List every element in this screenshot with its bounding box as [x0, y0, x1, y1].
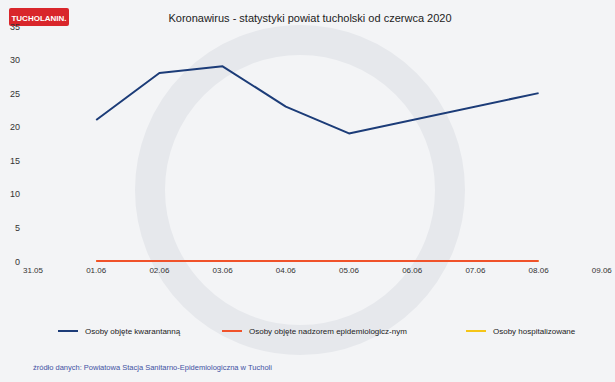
legend-swatch	[222, 330, 242, 332]
y-tick-label: 10	[10, 189, 20, 199]
legend-swatch	[466, 330, 486, 332]
series-line	[96, 66, 538, 133]
x-tick-label: 06.06	[402, 266, 423, 275]
plot-area	[96, 66, 538, 261]
series-line	[96, 260, 538, 262]
legend-label: Osoby objęte kwarantanną	[85, 327, 181, 336]
x-tick-label: 03.06	[213, 266, 234, 275]
x-tick-label: 07.06	[465, 266, 486, 275]
y-tick-label: 25	[10, 89, 20, 99]
y-tick-label: 15	[10, 156, 20, 166]
legend-label: Osoby objęte nadzorem epidemiologicz-nym	[249, 327, 407, 336]
x-tick-label: 02.06	[149, 266, 170, 275]
x-tick-label: 04.06	[276, 266, 297, 275]
y-tick-label: 30	[10, 55, 20, 65]
y-tick-label: 20	[10, 122, 20, 132]
x-tick-label: 31.05	[23, 266, 44, 275]
y-tick-label: 35	[10, 22, 20, 32]
legend-swatch	[58, 330, 78, 332]
decoration	[150, 40, 450, 340]
y-tick-label: 5	[15, 223, 20, 233]
title: Koronawirus - statystyki powiat tucholsk…	[168, 12, 451, 24]
chart: TUCHOLANIN.Koronawirus - statystyki powi…	[0, 0, 615, 382]
y-tick-label: 0	[15, 257, 20, 267]
legend-label: Osoby hospitalizowane	[493, 327, 576, 336]
x-tick-label: 08.06	[529, 266, 550, 275]
x-tick-label: 05.06	[339, 266, 360, 275]
source-note: źródło danych: Powiatowa Stacja Sanitarn…	[33, 363, 272, 372]
x-tick-label: 09.06	[592, 266, 613, 275]
x-tick-label: 01.06	[86, 266, 107, 275]
series-line	[96, 260, 538, 262]
background	[0, 0, 615, 382]
